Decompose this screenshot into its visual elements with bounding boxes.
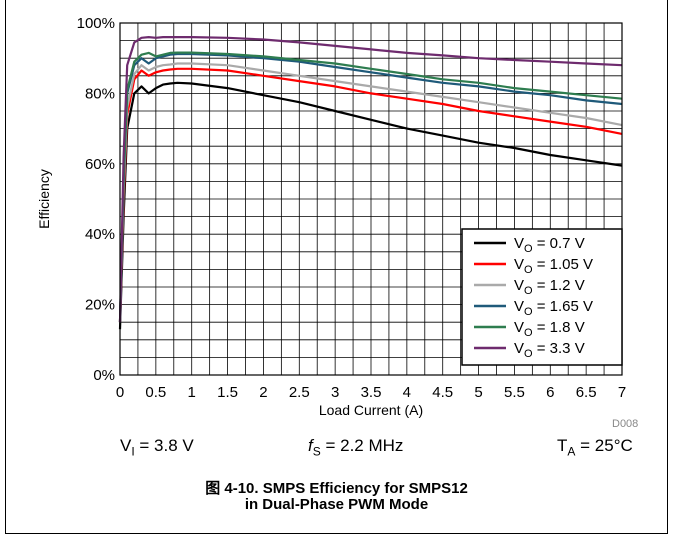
x-tick-label: 4 xyxy=(403,384,411,401)
x-tick-label: 5.5 xyxy=(504,384,525,401)
y-tick-label: 100% xyxy=(77,15,115,32)
y-tick-label: 60% xyxy=(85,156,115,173)
legend-label-2: VO = 1.05 V xyxy=(514,256,593,276)
x-tick-label: 0.5 xyxy=(145,384,166,401)
x-tick-label: 4.5 xyxy=(432,384,453,401)
condition-ta: TA = 25°C xyxy=(557,436,633,459)
condition-vi: VI = 3.8 V xyxy=(120,436,194,459)
series-line-1 xyxy=(118,81,623,330)
chart-axes: 0 0.5 1 1.5 2 2.5 3 3.5 4 4.5 5 5.5 6 6.5 7 0% 20% 40% 60%… xyxy=(36,15,626,418)
legend-label-5: VO = 1.8 V xyxy=(514,319,585,339)
series-line-3 xyxy=(118,62,623,323)
x-tick-label: 1.5 xyxy=(217,384,238,401)
x-tick-label: 1 xyxy=(188,384,196,401)
legend-label-6: VO = 3.3 V xyxy=(514,340,585,360)
y-tick-label: 80% xyxy=(85,85,115,102)
figure-frame xyxy=(5,0,668,534)
x-tick-label: 5 xyxy=(474,384,482,401)
x-tick-label: 6 xyxy=(546,384,554,401)
figure-caption-line2: in Dual-Phase PWM Mode xyxy=(244,496,429,513)
legend-label-1: VO = 0.7 V xyxy=(514,235,585,255)
y-tick-label: 20% xyxy=(85,297,115,314)
series-line-4 xyxy=(118,52,623,323)
series-line-6 xyxy=(118,35,623,323)
x-tick-label: 6.5 xyxy=(576,384,597,401)
x-tick-label: 3 xyxy=(331,384,339,401)
x-tick-label: 7 xyxy=(618,384,626,401)
condition-fs: fS = 2.2 MHz xyxy=(308,436,404,459)
legend-label-4: VO = 1.65 V xyxy=(514,298,593,318)
y-tick-label: 40% xyxy=(85,226,115,243)
x-tick-label: 2.5 xyxy=(289,384,310,401)
y-tick-label: 0% xyxy=(93,367,115,384)
x-axis-label: Load Current (A) xyxy=(319,402,423,418)
x-tick-label: 2 xyxy=(259,384,267,401)
x-tick-label: 3.5 xyxy=(361,384,382,401)
y-axis-label: Efficiency xyxy=(36,169,52,229)
chart-series xyxy=(118,35,623,330)
chart-legend: VO = 0.7 VVO = 1.05 VVO = 1.2 VVO = 1.65… xyxy=(461,228,623,366)
legend-box xyxy=(461,228,623,366)
series-line-2 xyxy=(118,67,623,323)
plot-border xyxy=(119,22,623,376)
legend-label-3: VO = 1.2 V xyxy=(514,277,585,297)
figure-caption-line1: 图 4-10. SMPS Efficiency for SMPS12 xyxy=(205,480,468,497)
series-line-5 xyxy=(118,51,623,323)
figure-code-label: D008 xyxy=(612,418,639,430)
x-tick-label: 0 xyxy=(116,384,124,401)
